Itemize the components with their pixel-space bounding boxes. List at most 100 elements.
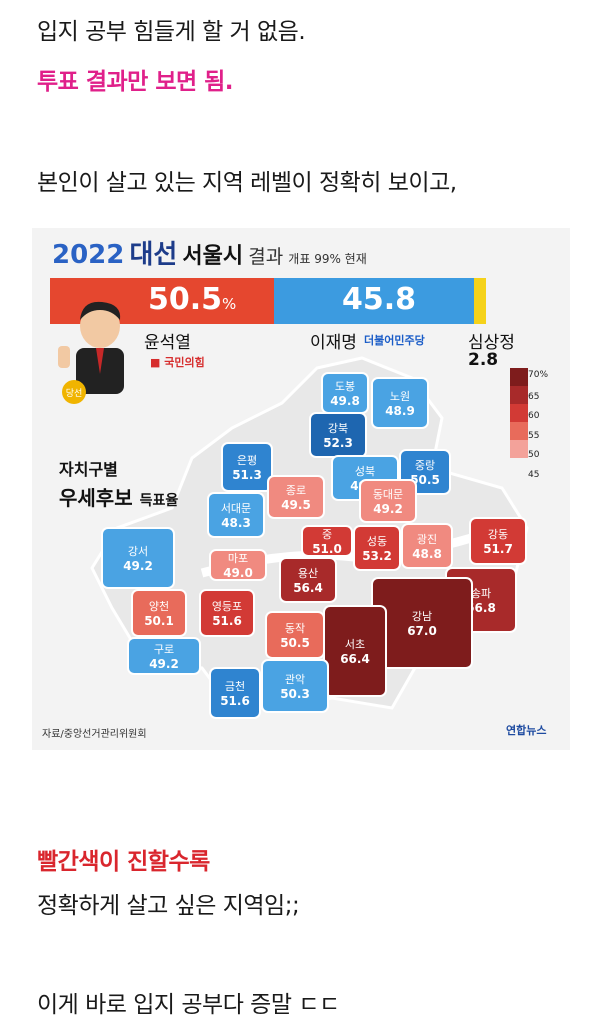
district-name-11: 성동 [367, 535, 387, 548]
district-name-8: 서대문 [221, 502, 251, 515]
candidate-avatar: 당선 [58, 301, 124, 404]
district-value-1: 48.9 [385, 404, 415, 418]
district-value-18: 51.6 [212, 614, 242, 628]
district-name-7: 동대문 [373, 488, 403, 501]
header-city: 서울시 [182, 244, 244, 269]
district-23 [261, 659, 329, 713]
district-value-14: 49.0 [223, 566, 253, 580]
district-10 [301, 525, 353, 557]
header-result: 결과 [248, 246, 284, 268]
district-value-22: 49.2 [149, 657, 179, 671]
header-title: 대선 [129, 240, 178, 270]
district-6 [267, 475, 325, 519]
district-18 [199, 589, 255, 637]
district-value-5: 50.5 [410, 473, 440, 487]
district-9 [469, 517, 527, 565]
district-value-23: 50.3 [280, 687, 310, 701]
post-line-1: 입지 공부 힘들게 할 거 없음. [37, 19, 306, 45]
yoon-party: ■ 국민의힘 [150, 356, 205, 369]
district-value-2: 52.3 [323, 436, 353, 450]
district-7 [359, 479, 417, 523]
header-sub: 개표 99% 현재 [288, 252, 367, 266]
post-line-6: 이게 바로 입지 공부다 증말 ㄷㄷ [37, 992, 340, 1018]
district-value-12: 48.8 [412, 547, 442, 561]
district-1 [371, 377, 429, 429]
yoon-name: 윤석열 [144, 333, 191, 353]
district-name-3: 은평 [237, 454, 257, 467]
district-name-5: 중랑 [415, 459, 435, 472]
district-name-6: 종로 [286, 484, 306, 497]
district-name-21: 서초 [345, 638, 365, 651]
district-2 [309, 412, 367, 458]
scale-label-2: 65 [528, 392, 540, 402]
district-value-11: 53.2 [362, 549, 392, 563]
lee-pct: 45.8 [342, 282, 417, 317]
district-17 [131, 589, 187, 637]
district-name-17: 양천 [149, 599, 169, 613]
lee-name: 이재명 [310, 333, 357, 353]
district-value-15: 56.4 [293, 581, 323, 595]
district-name-24: 금천 [225, 679, 245, 693]
district-value-17: 50.1 [144, 614, 174, 628]
district-value-9: 51.7 [483, 542, 513, 556]
district-name-9: 강동 [488, 528, 508, 541]
district-value-0: 49.8 [330, 394, 360, 408]
district-name-23: 관악 [285, 673, 305, 686]
district-value-13: 49.2 [123, 559, 153, 573]
district-value-6: 49.5 [281, 498, 311, 512]
district-12 [401, 523, 453, 569]
district-name-20: 동작 [285, 622, 305, 635]
district-13 [101, 527, 175, 589]
district-name-15: 용산 [298, 567, 318, 580]
seoul-district-map: 도봉49.8노원48.9강북52.3은평51.3성북49.3중랑50.5종로49… [90, 356, 529, 719]
source-note: 자료/중앙선거관리위원회 [42, 729, 147, 740]
district-value-19: 67.0 [407, 624, 437, 638]
district-value-20: 50.5 [280, 636, 310, 650]
district-value-8: 48.3 [221, 516, 251, 530]
scale-label-3: 60 [528, 411, 540, 421]
yoon-pct: 50.5% [148, 282, 237, 317]
district-value-24: 51.6 [220, 694, 250, 708]
district-name-10: 중 [322, 528, 332, 541]
district-name-1: 노원 [390, 390, 410, 403]
district-name-12: 광진 [417, 533, 437, 546]
figure-header: 2022 대선 서울시 결과 개표 99% 현재 [52, 234, 367, 271]
district-22 [127, 637, 201, 675]
elected-badge: 당선 [66, 388, 83, 399]
legend-title: 자치구별 [59, 460, 118, 479]
lee-party: 더불어민주당 [364, 334, 425, 347]
sim-name: 심상정 [468, 333, 515, 353]
election-map-figure: 2022 대선 서울시 결과 개표 99% 현재 50.5% 45.8 당선 윤… [32, 228, 570, 750]
district-value-7: 49.2 [373, 502, 403, 516]
district-value-16: 56.8 [466, 601, 496, 615]
post-line-5: 정확하게 살고 싶은 지역임;; [37, 893, 300, 919]
scale-label-6: 45 [528, 470, 540, 480]
district-name-13: 강서 [128, 545, 148, 558]
district-value-3: 51.3 [232, 468, 262, 482]
district-8 [207, 492, 265, 538]
post-line-3: 본인이 살고 있는 지역 레벨이 정확히 보이고, [37, 170, 457, 196]
scale-label-1: 70% [528, 370, 549, 380]
district-name-16: 송파 [471, 587, 491, 600]
post-line-2: 투표 결과만 보면 됨. [37, 69, 234, 95]
scale-label-4: 55 [528, 431, 540, 441]
district-20 [265, 611, 325, 659]
district-14 [209, 549, 267, 581]
district-name-0: 도봉 [335, 380, 355, 393]
district-name-14: 마포 [228, 552, 248, 565]
header-year: 2022 [52, 240, 125, 270]
district-name-4: 성북 [355, 465, 375, 478]
district-3 [221, 442, 273, 492]
scale-label-5: 50 [528, 450, 540, 460]
color-scale [510, 368, 528, 458]
post-line-4: 빨간색이 진할수록 [37, 849, 210, 875]
district-name-19: 강남 [412, 610, 432, 623]
district-value-10: 51.0 [312, 542, 342, 556]
news-logo: 연합뉴스 [506, 724, 547, 737]
lee-bar [274, 278, 474, 324]
district-value-21: 66.4 [340, 652, 370, 666]
district-11 [353, 525, 401, 571]
sim-pct: 2.8 [468, 350, 499, 370]
district-name-18: 영등포 [212, 600, 242, 613]
district-shapes: 도봉49.8노원48.9강북52.3은평51.3성북49.3중랑50.5종로49… [101, 372, 527, 719]
